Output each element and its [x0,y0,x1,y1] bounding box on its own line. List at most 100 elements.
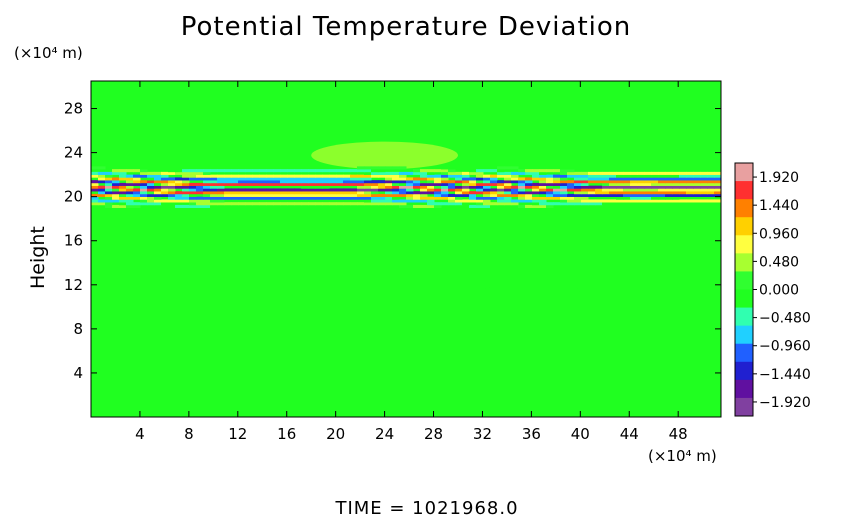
field-cell [343,196,351,200]
field-cell [553,185,561,189]
field-cell [343,193,351,197]
field-cell [189,193,197,197]
field-cell [560,202,568,206]
field-cell [595,180,603,184]
field-cell [364,185,372,189]
field-cell [413,193,421,197]
field-cell [238,202,246,206]
field-cell [651,199,659,203]
field-cell [259,193,267,197]
field-cell [483,204,491,208]
field-cell [644,182,652,186]
field-cell [273,169,281,173]
field-cell [175,204,183,208]
field-cell [105,174,113,178]
field-cell [322,191,330,195]
field-cell [406,185,414,189]
field-cell [406,191,414,195]
field-cell [203,193,211,197]
field-cell [693,199,701,203]
field-cell [469,193,477,197]
field-cell [651,196,659,200]
field-cell [497,199,505,203]
field-cell [119,191,127,195]
field-cell [504,191,512,195]
field-cell [91,180,99,184]
field-cell [378,196,386,200]
field-cell [266,191,274,195]
colorbar-swatch [735,217,753,236]
field-cell [154,202,162,206]
field-cell [273,177,281,181]
field-background [91,81,721,417]
field-cell [273,182,281,186]
field-cell [91,199,99,203]
field-cell [504,177,512,181]
field-cell [637,196,645,200]
field-cell [301,169,309,173]
field-cell [196,174,204,178]
field-cell [273,193,281,197]
field-cell [315,185,323,189]
field-cell [329,196,337,200]
field-cell [133,174,141,178]
field-cell [602,180,610,184]
field-cell [161,204,169,208]
field-cell [350,177,358,181]
field-cell [609,182,617,186]
field-cell [364,199,372,203]
field-cell [238,182,246,186]
field-cell [651,191,659,195]
field-cell [448,188,456,192]
field-cell [679,202,687,206]
field-cell [301,202,309,206]
field-cell [336,193,344,197]
field-cell [532,182,540,186]
field-cell [140,199,148,203]
field-cell [238,177,246,181]
field-cell [595,166,603,170]
field-cell [616,193,624,197]
field-cell [413,196,421,200]
field-cell [476,196,484,200]
field-cell [497,185,505,189]
field-cell [567,166,575,170]
colorbar-label: −0.480 [759,311,811,327]
field-cell [140,180,148,184]
field-cell [287,177,295,181]
field-cell [581,180,589,184]
field-cell [406,199,414,203]
field-cell [476,188,484,192]
field-cell [112,188,120,192]
field-cell [189,191,197,195]
field-cell [546,196,554,200]
field-cell [147,171,155,175]
field-cell [308,185,316,189]
field-cell [553,196,561,200]
y-tick-label: 24 [64,144,83,162]
field-cell [154,174,162,178]
field-cell [147,202,155,206]
field-cell [217,199,225,203]
field-cell [567,174,575,178]
field-cell [518,193,526,197]
field-cell [658,196,666,200]
field-cell [406,182,414,186]
field-cell [203,199,211,203]
field-cell [427,199,435,203]
colorbar-label: −1.440 [759,367,811,383]
field-cell [280,196,288,200]
field-cell [455,166,463,170]
field-cell [231,204,239,208]
field-cell [658,193,666,197]
field-cell [315,180,323,184]
field-cell [672,199,680,203]
field-cell [231,191,239,195]
field-cell [511,199,519,203]
field-cell [91,196,99,200]
field-cell [217,182,225,186]
field-cell [497,174,505,178]
field-cell [371,182,379,186]
field-cell [210,204,218,208]
field-cell [259,204,267,208]
